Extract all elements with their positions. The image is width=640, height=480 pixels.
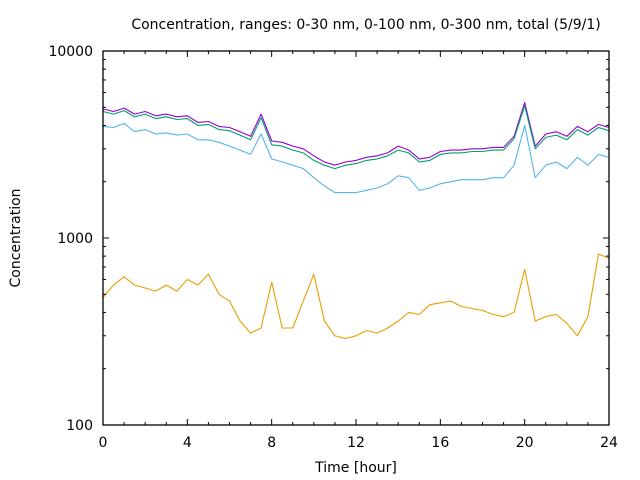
series-line-0-300-nm — [102, 105, 610, 170]
y-tick-label: 10000 — [48, 44, 93, 60]
series-layer — [102, 102, 610, 340]
series-line-0-100-nm — [102, 122, 610, 194]
plot-frame — [102, 50, 610, 426]
y-axis-label: Concentration — [8, 188, 24, 287]
y-tick-label: 1000 — [57, 231, 93, 247]
series-line-total — [102, 102, 610, 166]
x-tick-label: 20 — [516, 435, 534, 451]
y-tick-label: 100 — [66, 418, 93, 434]
x-tick-label: 12 — [347, 435, 365, 451]
x-tick-label: 8 — [267, 435, 276, 451]
x-tick-label: 24 — [600, 435, 618, 451]
x-axis-label: Time [hour] — [314, 460, 397, 476]
ticks-layer: 0 4 8 12 16 20 24 100 1000 10000 — [48, 44, 618, 451]
series-line-0-30-nm — [102, 253, 610, 340]
x-tick-label: 0 — [99, 435, 108, 451]
x-tick-label: 4 — [183, 435, 192, 451]
chart-title: Concentration, ranges: 0-30 nm, 0-100 nm… — [131, 17, 600, 33]
x-tick-label: 16 — [431, 435, 449, 451]
